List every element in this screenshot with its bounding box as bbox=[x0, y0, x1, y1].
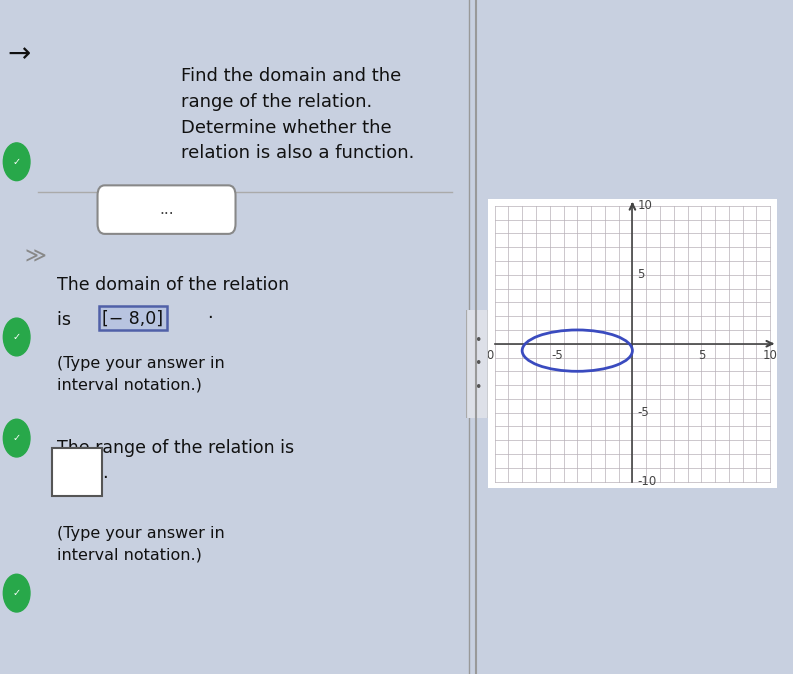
Text: 10: 10 bbox=[763, 349, 778, 362]
Text: The domain of the relation: The domain of the relation bbox=[57, 276, 289, 295]
Text: →: → bbox=[7, 40, 31, 68]
Text: The range of the relation is: The range of the relation is bbox=[57, 439, 294, 458]
Text: -10: -10 bbox=[475, 349, 495, 362]
Text: -5: -5 bbox=[638, 406, 649, 419]
Text: 10: 10 bbox=[638, 200, 652, 212]
Text: 5: 5 bbox=[698, 349, 705, 362]
Text: -5: -5 bbox=[552, 349, 564, 362]
FancyBboxPatch shape bbox=[466, 307, 488, 421]
Text: •: • bbox=[473, 357, 481, 371]
Text: -10: -10 bbox=[638, 475, 657, 488]
Circle shape bbox=[3, 318, 30, 356]
Text: ✓: ✓ bbox=[13, 332, 21, 342]
Text: ✓: ✓ bbox=[13, 157, 21, 166]
Text: .: . bbox=[102, 464, 108, 482]
FancyBboxPatch shape bbox=[52, 448, 102, 496]
Text: [− 8,0]: [− 8,0] bbox=[102, 309, 163, 328]
Text: is: is bbox=[57, 311, 77, 330]
Text: ✓: ✓ bbox=[13, 588, 21, 598]
Text: •: • bbox=[473, 334, 481, 346]
Text: Find the domain and the
range of the relation.
Determine whether the
relation is: Find the domain and the range of the rel… bbox=[181, 67, 414, 162]
Text: 5: 5 bbox=[638, 268, 645, 281]
FancyBboxPatch shape bbox=[98, 185, 236, 234]
Text: ...: ... bbox=[159, 202, 174, 217]
Text: •: • bbox=[473, 381, 481, 394]
Text: .: . bbox=[207, 304, 213, 322]
Text: ≫: ≫ bbox=[25, 246, 47, 266]
Text: (Type your answer in
interval notation.): (Type your answer in interval notation.) bbox=[57, 526, 225, 562]
Text: ✓: ✓ bbox=[13, 433, 21, 443]
Circle shape bbox=[3, 574, 30, 612]
Circle shape bbox=[3, 419, 30, 457]
Text: (Type your answer in
interval notation.): (Type your answer in interval notation.) bbox=[57, 356, 225, 392]
Circle shape bbox=[3, 143, 30, 181]
